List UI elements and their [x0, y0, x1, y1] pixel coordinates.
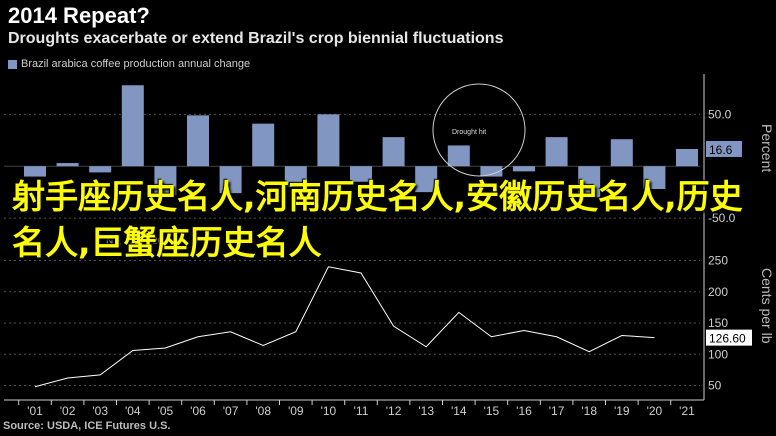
x-tick-label: '12: [386, 404, 402, 418]
x-tick-label: '03: [92, 404, 108, 418]
line-y-tick-label: 100: [708, 347, 728, 361]
x-tick-label: '09: [288, 404, 304, 418]
line-y-axis-title: Cents per lb: [759, 268, 775, 344]
x-tick-label: '04: [125, 404, 141, 418]
bar: [643, 166, 666, 190]
x-tick-label: '11: [354, 404, 369, 418]
line-y-tick-label: 200: [708, 285, 728, 299]
bar: [252, 123, 275, 167]
bar: [154, 166, 177, 196]
bar: [545, 137, 568, 167]
x-tick-label: '19: [614, 404, 630, 418]
bar: [350, 166, 372, 182]
price-line: [34, 266, 655, 388]
bar: [676, 148, 698, 167]
x-tick-label: '05: [158, 404, 174, 418]
bar: [187, 115, 209, 167]
x-tick-label: '14: [451, 404, 467, 418]
legend-label: Brazil arabica coffee production annual …: [21, 58, 251, 70]
line-last-value-label: 126.60: [709, 332, 746, 346]
bar: [219, 166, 242, 194]
bar: [382, 137, 405, 167]
bar: [56, 163, 79, 167]
x-tick-label: '18: [581, 404, 597, 418]
legend-swatch: [8, 59, 17, 69]
x-tick-label: '02: [60, 404, 76, 418]
x-tick-label: '15: [484, 404, 500, 418]
bar: [284, 166, 307, 187]
x-tick-label: '17: [549, 404, 565, 418]
chart-title: 2014 Repeat?: [8, 3, 150, 28]
source-note: Source: USDA, ICE Futures U.S.: [3, 420, 171, 432]
bar: [317, 114, 340, 167]
bar: [447, 145, 470, 167]
bar-y-tick-label: -50.0: [708, 211, 736, 225]
bar-y-tick-label: 50.0: [708, 107, 732, 121]
x-tick-label: '06: [190, 404, 206, 418]
x-tick-label: '10: [321, 404, 337, 418]
x-tick-label: '07: [223, 404, 239, 418]
bar-last-value-label: 16.6: [709, 143, 733, 157]
line-y-tick-label: 50: [708, 379, 722, 393]
line-y-tick-label: 150: [708, 316, 728, 330]
bar: [121, 85, 144, 167]
x-tick-label: '21: [679, 404, 695, 418]
bar: [415, 166, 438, 193]
x-tick-label: '08: [255, 404, 271, 418]
drought-annotation: Drought hit: [452, 129, 486, 136]
x-tick-label: '01: [27, 404, 43, 418]
x-tick-label: '16: [516, 404, 532, 418]
bar: [24, 166, 46, 177]
bar: [610, 139, 633, 167]
drought-circle: [432, 83, 526, 177]
x-tick-label: '13: [418, 404, 434, 418]
bar: [513, 166, 535, 172]
bar-last-value-box: [706, 140, 742, 157]
line-series-label: N.., 12/31/20: [106, 236, 164, 247]
chart-subtitle: Droughts exacerbate or extend Brazil's c…: [8, 30, 504, 47]
bar: [578, 166, 601, 198]
line-y-tick-label: 250: [708, 254, 728, 268]
chart-legend: Brazil arabica coffee production annual …: [8, 58, 250, 70]
x-tick-label: '20: [647, 404, 663, 418]
line-last-value-box: [706, 329, 752, 346]
overlay-text: 射手座历史名人,河南历史名人,安徽历史名人,历史名人,巨蟹座历史名人: [12, 177, 743, 262]
bar: [480, 166, 503, 177]
bar-y-axis-title: Percent: [759, 124, 775, 172]
bar: [89, 166, 112, 173]
